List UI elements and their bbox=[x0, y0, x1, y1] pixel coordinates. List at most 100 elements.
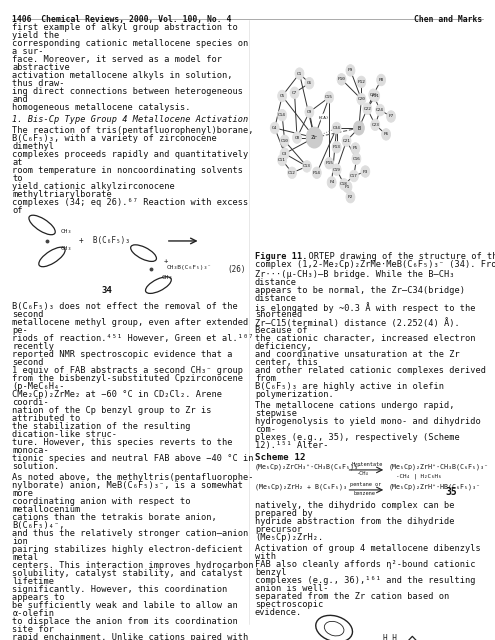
Text: coordi-: coordi- bbox=[12, 398, 49, 407]
Text: ing direct connections between heterogeneous: ing direct connections between heterogen… bbox=[12, 87, 244, 96]
Circle shape bbox=[376, 104, 385, 116]
Text: nylborate) anion, MeB(C₆F₅)₃⁻, is a somewhat: nylborate) anion, MeB(C₆F₅)₃⁻, is a some… bbox=[12, 481, 244, 490]
Text: As noted above, the methyltris(pentafluorophe-: As noted above, the methyltris(pentafluo… bbox=[12, 474, 254, 483]
Text: hydrogenolysis to yield mono- and dihydrido: hydrogenolysis to yield mono- and dihydr… bbox=[255, 417, 481, 426]
Text: benzyl: benzyl bbox=[255, 568, 287, 577]
Circle shape bbox=[278, 154, 287, 166]
Circle shape bbox=[280, 135, 289, 147]
Text: coordinating anion with respect to: coordinating anion with respect to bbox=[12, 497, 191, 506]
Circle shape bbox=[306, 127, 322, 148]
Text: the cationic character, increased electron: the cationic character, increased electr… bbox=[255, 334, 475, 343]
Text: Figure 11.: Figure 11. bbox=[255, 252, 307, 260]
Text: dication-like struc-: dication-like struc- bbox=[12, 430, 117, 439]
Text: of: of bbox=[12, 206, 23, 215]
Circle shape bbox=[382, 129, 391, 140]
Text: C25: C25 bbox=[369, 93, 377, 97]
Text: solution.: solution. bbox=[12, 462, 59, 471]
Circle shape bbox=[346, 191, 355, 203]
Text: and coordinative unsaturation at the Zr: and coordinative unsaturation at the Zr bbox=[255, 350, 460, 359]
Text: The reaction of tris(pentafluorophenyl)borane,: The reaction of tris(pentafluorophenyl)b… bbox=[12, 126, 254, 135]
Text: B: B bbox=[357, 125, 360, 131]
Text: solubility, catalyst stability, and catalyst: solubility, catalyst stability, and cata… bbox=[12, 570, 244, 579]
Text: Zr: Zr bbox=[311, 135, 318, 140]
Text: thus draw-: thus draw- bbox=[12, 79, 65, 88]
Text: F15: F15 bbox=[325, 161, 333, 165]
Circle shape bbox=[369, 89, 378, 100]
Text: metal: metal bbox=[12, 554, 39, 563]
Text: H(A): H(A) bbox=[319, 116, 330, 120]
Text: stepwise: stepwise bbox=[255, 409, 297, 418]
Circle shape bbox=[371, 90, 380, 102]
Circle shape bbox=[312, 167, 321, 179]
Text: F8: F8 bbox=[379, 78, 384, 82]
Text: C20: C20 bbox=[357, 97, 365, 101]
Circle shape bbox=[332, 141, 341, 153]
Text: Zr–C15(terminal) distance (2.252(4) Å).: Zr–C15(terminal) distance (2.252(4) Å). bbox=[255, 318, 460, 328]
Circle shape bbox=[278, 90, 287, 102]
Text: room temperature in noncoordinating solvents: room temperature in noncoordinating solv… bbox=[12, 166, 244, 175]
Text: shortened: shortened bbox=[255, 310, 302, 319]
Circle shape bbox=[342, 135, 351, 147]
Circle shape bbox=[346, 65, 355, 76]
Circle shape bbox=[363, 103, 372, 115]
Text: C17: C17 bbox=[350, 174, 358, 178]
Circle shape bbox=[290, 87, 299, 99]
Text: nation of the Cp benzyl group to Zr is: nation of the Cp benzyl group to Zr is bbox=[12, 406, 212, 415]
Text: F4: F4 bbox=[329, 180, 334, 184]
Circle shape bbox=[351, 143, 360, 154]
Text: evidence.: evidence. bbox=[255, 608, 302, 618]
Text: ture. However, this species reverts to the: ture. However, this species reverts to t… bbox=[12, 438, 233, 447]
Text: face. Moreover, it served as a model for: face. Moreover, it served as a model for bbox=[12, 55, 222, 64]
Text: cations than the tetrakis borate anion,: cations than the tetrakis borate anion, bbox=[12, 513, 217, 522]
Text: polymerization.: polymerization. bbox=[255, 390, 334, 399]
Text: complex (1,2-Me₂Cp)₂ZrMe·MeB(C₆F₅)₃⁻ (34). From ref 67.: complex (1,2-Me₂Cp)₂ZrMe·MeB(C₆F₅)₃⁻ (34… bbox=[255, 260, 495, 269]
Text: recently: recently bbox=[12, 342, 54, 351]
Text: precursor: precursor bbox=[255, 525, 302, 534]
Text: C14: C14 bbox=[278, 113, 286, 117]
Circle shape bbox=[371, 119, 380, 131]
Text: second: second bbox=[12, 358, 44, 367]
Circle shape bbox=[280, 148, 289, 159]
Text: appears to: appears to bbox=[12, 593, 65, 602]
Text: 35: 35 bbox=[446, 486, 457, 497]
Text: to displace the anion from its coordination: to displace the anion from its coordinat… bbox=[12, 618, 238, 627]
Text: and other related cationic complexes derived: and other related cationic complexes der… bbox=[255, 366, 486, 375]
Circle shape bbox=[337, 74, 346, 85]
Circle shape bbox=[353, 121, 364, 135]
Text: site for: site for bbox=[12, 625, 54, 634]
Text: C7: C7 bbox=[292, 91, 297, 95]
Text: yield cationic alkylzirconocene: yield cationic alkylzirconocene bbox=[12, 182, 175, 191]
Text: reported NMR spectroscopic evidence that a: reported NMR spectroscopic evidence that… bbox=[12, 350, 233, 359]
Text: hydride abstraction from the dihydride: hydride abstraction from the dihydride bbox=[255, 517, 454, 526]
Text: C19: C19 bbox=[333, 168, 341, 172]
Text: CMe₂Cp)₂ZrMe₂ at −60 °C in CD₂Cl₂. Arene: CMe₂Cp)₂ZrMe₂ at −60 °C in CD₂Cl₂. Arene bbox=[12, 390, 222, 399]
Circle shape bbox=[340, 179, 348, 190]
Text: distance: distance bbox=[255, 278, 297, 287]
Circle shape bbox=[278, 109, 287, 121]
Text: F10: F10 bbox=[338, 77, 346, 81]
Circle shape bbox=[295, 68, 304, 79]
Circle shape bbox=[305, 106, 314, 118]
Text: H H: H H bbox=[383, 634, 396, 640]
Text: C9: C9 bbox=[307, 110, 312, 114]
Text: F9: F9 bbox=[348, 68, 353, 72]
Text: is elongated by ~0.3 Å with respect to the: is elongated by ~0.3 Å with respect to t… bbox=[255, 302, 475, 313]
Text: F6: F6 bbox=[384, 132, 389, 136]
Text: more: more bbox=[12, 490, 33, 499]
Text: F1: F1 bbox=[345, 185, 350, 189]
Circle shape bbox=[343, 181, 352, 193]
Text: (Me₅Cp)₂ZrH₂.: (Me₅Cp)₂ZrH₂. bbox=[255, 533, 323, 542]
Text: F7: F7 bbox=[389, 115, 394, 118]
Text: lifetime: lifetime bbox=[12, 577, 54, 586]
Text: The metallocene cations undergo rapid,: The metallocene cations undergo rapid, bbox=[255, 401, 454, 410]
Text: activation metallocene alkyls in solution,: activation metallocene alkyls in solutio… bbox=[12, 71, 233, 80]
Circle shape bbox=[270, 122, 279, 134]
Text: anion is well-: anion is well- bbox=[255, 584, 328, 593]
Text: metallocene methyl group, even after extended: metallocene methyl group, even after ext… bbox=[12, 318, 248, 327]
Circle shape bbox=[332, 164, 341, 175]
Text: homogeneous metallocene catalysis.: homogeneous metallocene catalysis. bbox=[12, 103, 191, 112]
Text: CH₃B(C₆F₅)₃⁻: CH₃B(C₆F₅)₃⁻ bbox=[167, 266, 212, 270]
Text: C1: C1 bbox=[297, 72, 302, 76]
Circle shape bbox=[305, 77, 314, 89]
Text: C22: C22 bbox=[363, 107, 371, 111]
